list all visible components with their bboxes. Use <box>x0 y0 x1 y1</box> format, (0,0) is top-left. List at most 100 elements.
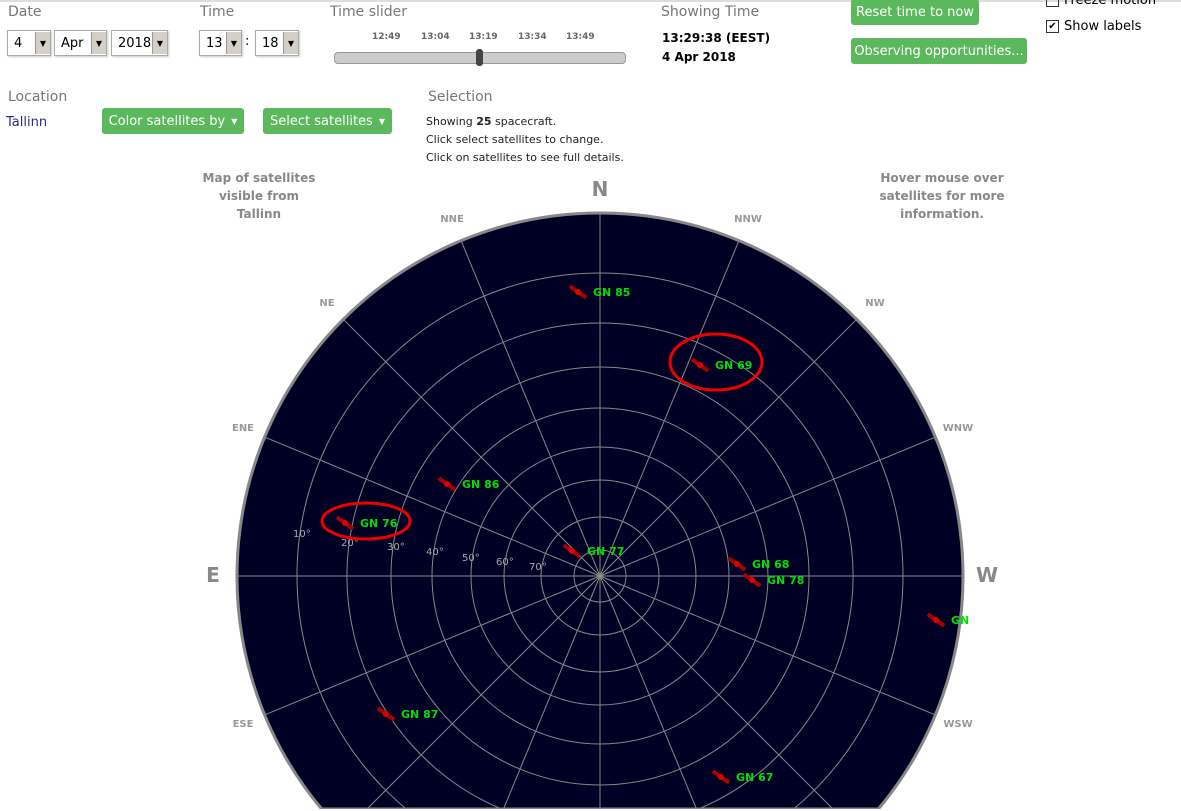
satellite-label: GN 69 <box>715 359 752 372</box>
elevation-label: 50° <box>462 553 480 564</box>
compass-ene: ENE <box>232 423 254 434</box>
satellite[interactable]: GN 68 <box>727 556 789 572</box>
freeze-motion-option[interactable]: Freeze motion <box>1046 0 1156 8</box>
highlight-ellipse-gn69 <box>668 332 764 392</box>
satellite-body <box>749 577 755 583</box>
month-select[interactable]: Apr ▼ <box>54 30 107 56</box>
elevation-label: 10° <box>293 529 311 540</box>
satellite-body <box>575 289 581 295</box>
satellite-body <box>734 561 740 567</box>
minute-value: 18 <box>262 35 279 51</box>
satellite-label: GN 85 <box>593 286 630 299</box>
hour-select[interactable]: 13 ▼ <box>199 30 242 56</box>
satellite-icon <box>926 612 946 628</box>
elevation-label: 30° <box>387 542 405 553</box>
time-label: Time <box>200 4 235 20</box>
satellite[interactable]: GN <box>926 612 969 628</box>
minute-select[interactable]: 18 ▼ <box>255 30 299 56</box>
slider-tick: 13:34 <box>518 32 547 42</box>
map-right-note: Hover mouse over satellites for more inf… <box>879 171 1005 221</box>
satellite[interactable]: GN 67 <box>711 769 773 785</box>
freeze-motion-checkbox[interactable] <box>1046 0 1059 7</box>
caret-down-icon: ▼ <box>378 116 385 126</box>
compass-n: N <box>592 177 609 201</box>
reset-time-button[interactable]: Reset time to now <box>851 0 979 25</box>
satellite[interactable]: GN 87 <box>376 706 438 722</box>
selection-label: Selection <box>428 89 493 105</box>
satellite-icon <box>437 476 457 492</box>
year-value: 2018 <box>118 35 152 51</box>
satellite-body <box>444 481 450 487</box>
azimuth-spoke <box>366 575 601 809</box>
satellite-body <box>697 362 703 368</box>
satellite-label: GN 86 <box>462 478 500 491</box>
satellite-body <box>718 774 724 780</box>
compass-ne: NE <box>319 298 334 309</box>
satellite-icon <box>568 284 588 300</box>
compass-nw: NW <box>865 298 884 309</box>
azimuth-spoke <box>599 575 697 809</box>
elevation-label: 70° <box>529 562 547 573</box>
compass-wsw: WSW <box>943 719 972 730</box>
show-labels-checkbox[interactable]: ✔ <box>1046 20 1059 33</box>
satellite[interactable]: GN 77 <box>562 543 624 559</box>
compass-w: W <box>976 563 998 587</box>
azimuth-spoke <box>599 436 936 577</box>
azimuth-spoke <box>264 436 601 577</box>
showing-date-value: 4 Apr 2018 <box>662 50 736 64</box>
satellite-label: GN 68 <box>752 558 789 571</box>
select-satellites-button[interactable]: Select satellites ▼ <box>263 108 392 134</box>
satellite[interactable]: GN 85 <box>568 284 630 300</box>
azimuth-spoke <box>599 575 936 716</box>
day-select[interactable]: 4 ▼ <box>7 30 51 56</box>
caret-down-icon: ▼ <box>231 116 238 126</box>
elevation-label: 20° <box>341 538 359 549</box>
elevation-label: 40° <box>426 547 444 558</box>
compass-nne: NNE <box>440 214 464 225</box>
satellite-label: GN <box>951 614 969 627</box>
freeze-motion-label: Freeze motion <box>1064 0 1157 8</box>
observing-opportunities-button[interactable]: Observing opportunities... <box>851 38 1027 64</box>
azimuth-spoke <box>342 318 601 577</box>
show-labels-option[interactable]: ✔ Show labels <box>1046 19 1141 34</box>
slider-tick: 13:49 <box>566 32 595 42</box>
compass-e: E <box>206 563 220 587</box>
day-value: 4 <box>14 35 23 51</box>
satellite[interactable]: GN 78 <box>742 572 804 588</box>
year-select[interactable]: 2018 ▼ <box>111 30 168 56</box>
color-satellites-label: Color satellites by <box>108 113 226 129</box>
slider-tick: 13:19 <box>469 32 498 42</box>
map-left-note: Map of satellites visible from Tallinn <box>202 171 316 221</box>
dropdown-arrow-icon: ▼ <box>226 32 241 54</box>
compass-nnw: NNW <box>734 214 762 225</box>
select-satellites-label: Select satellites <box>270 113 373 129</box>
satellite-icon <box>335 515 355 531</box>
satellite-icon <box>690 357 710 373</box>
satellite-body <box>569 548 575 554</box>
selection-info: Showing 25 spacecraft. Click select satel… <box>426 113 624 167</box>
satellite[interactable]: GN 76 <box>335 515 398 531</box>
satellite-icon <box>711 769 731 785</box>
satellite[interactable]: GN 86 <box>437 476 500 492</box>
azimuth-spoke <box>503 575 601 809</box>
month-value: Apr <box>61 35 84 51</box>
location-link[interactable]: Tallinn <box>6 115 48 130</box>
time-slider-handle[interactable] <box>476 49 483 66</box>
selection-hint-1: Click select satellites to change. <box>426 133 604 146</box>
time-slider-label: Time slider <box>330 4 408 20</box>
color-satellites-button[interactable]: Color satellites by ▼ <box>102 108 244 134</box>
azimuth-spoke <box>264 575 601 716</box>
compass-ese: ESE <box>233 719 254 730</box>
time-separator: : <box>245 34 250 49</box>
showing-time-label: Showing Time <box>661 4 760 20</box>
satellite-icon <box>727 556 747 572</box>
selection-hint-2: Click on satellites to see full details. <box>426 151 624 164</box>
show-labels-label: Show labels <box>1064 19 1142 34</box>
azimuth-spoke <box>599 240 740 577</box>
satellite-icon <box>562 543 582 559</box>
location-label: Location <box>8 89 68 105</box>
dropdown-arrow-icon: ▼ <box>35 32 50 54</box>
satellite[interactable]: GN 69 <box>690 357 752 373</box>
selection-count: 25 <box>476 115 492 128</box>
